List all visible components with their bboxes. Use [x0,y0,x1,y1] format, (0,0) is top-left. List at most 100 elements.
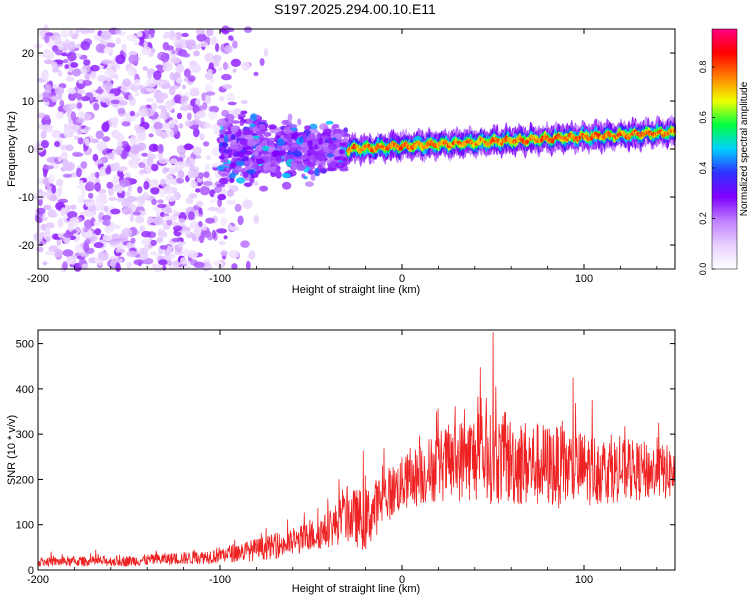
spectrogram-noise-blob [230,58,241,67]
spectrogram-noise-blob [102,81,113,90]
spectrogram-noise-blob [81,187,86,198]
spectrogram-noise-blob [124,191,132,197]
spectrogram-noise-blob [68,41,76,51]
spectrogram-noise-blob [214,186,222,193]
spectrogram-transition-blob [227,101,237,106]
spectrogram-noise-blob [122,78,131,88]
spectrogram-noise-blob [188,75,196,82]
spectrogram-transition-blob [255,144,263,152]
spectrogram-transition-blob [229,162,237,168]
spectrogram-noise-blob [195,29,205,35]
spectrogram-noise-blob [43,114,51,121]
spectrogram-noise-blob [171,85,179,90]
spectrogram-transition-blob [238,151,245,158]
spectrogram-noise-blob [109,238,120,245]
spectrogram-transition-blob [303,176,308,180]
spectrogram-transition-blob [275,155,282,163]
spectrogram-noise-blob [171,237,180,243]
spectrogram-transition-blob [298,136,304,144]
spectrogram-transition-blob [234,164,243,173]
spectrogram-noise-blob [220,250,228,256]
spectrogram-transition-blob [219,136,226,143]
spectrogram-noise-blob [127,184,133,192]
colorbar-tick-label: 0.8 [698,61,708,74]
spectrogram-noise-blob [80,41,86,50]
spectrogram-transition-blob [229,178,235,183]
spectrogram-noise-blob [143,40,148,49]
spectrogram-noise-blob [114,73,119,80]
spectrogram-noise-blob [126,34,138,42]
spectrogram-noise-blob [150,239,157,246]
spectrogram-transition-blob [220,159,229,163]
spectrogram-noise-blob [150,178,160,188]
spectrogram-noise-blob [253,214,260,224]
spectrogram-noise-blob [178,123,184,129]
spectrogram-signal-cell [386,147,390,151]
spectrogram-transition-blob [230,125,239,133]
spectrogram-noise-blob [138,247,149,255]
spectrogram-noise-blob [240,240,250,248]
spectrogram-noise-blob [170,130,175,138]
spectrogram-noise-blob [137,186,143,194]
spectrogram-noise-blob [196,33,207,42]
spectrogram-noise-blob [67,221,75,232]
spectrogram-noise-blob [218,240,226,246]
spectrogram-noise-blob [77,195,85,204]
spectrogram-noise-blob [56,110,64,120]
spectrogram-transition-blob [243,160,251,165]
spectrogram-noise-blob [157,199,164,204]
spectrogram-noise-blob [97,86,103,95]
spectrogram-noise-blob [162,216,173,221]
spectrogram-noise-blob [125,63,134,73]
spectrogram-noise-blob [185,39,197,47]
spectrogram-noise-blob [101,59,113,65]
spectrogram-noise-blob [116,186,124,194]
spectrogram-transition-blob [223,134,229,143]
spectrogram-noise-blob [102,136,111,142]
spectrogram-noise-blob [73,135,80,140]
spectrogram-noise-blob [143,181,150,190]
spectrogram-noise-blob [252,181,259,186]
spectrogram-noise-blob [57,155,63,162]
spectrogram-noise-blob [199,133,205,141]
spectrogram-noise-blob [216,207,226,214]
spectrogram-noise-blob [154,264,162,273]
spectrogram-transition-blob [281,172,291,179]
spectrogram-transition-blob [304,181,314,187]
spectrogram-transition-blob [225,113,235,122]
spectrogram-noise-blob [68,92,77,101]
spectrogram-transition-blob [243,150,253,155]
spectrogram-noise-blob [68,29,74,37]
spectrogram-transition-blob [255,155,262,159]
spectrogram-transition-blob [338,149,344,155]
spectrogram-transition-blob [262,145,270,152]
x-tick-label: 0 [399,273,405,285]
spectrogram-noise-blob [183,143,194,150]
spectrogram-noise-blob [96,141,107,151]
spectrogram-noise-blob [54,86,65,95]
spectrogram-transition-blob [235,177,246,184]
spectrogram-transition-blob [317,155,327,161]
spectrogram-noise-blob [97,75,108,83]
spectrogram-noise-blob [57,217,64,228]
spectrogram-noise-blob [63,127,68,138]
spectrogram-noise-blob [71,124,81,131]
spectrogram-noise-blob [191,119,202,125]
spectrogram-noise-blob [101,97,108,103]
spectrogram-noise-blob [220,217,227,226]
spectrogram-noise-blob [158,259,168,266]
spectrogram-noise-blob [47,208,57,218]
spectrogram-noise-blob [103,47,112,54]
spectrogram-transition-blob [256,131,265,135]
spectrogram-noise-blob [232,68,237,73]
spectrogram-noise-blob [52,66,60,73]
spectrogram-noise-blob [218,67,223,72]
spectrogram-noise-blob [51,184,57,194]
spectrogram-noise-blob [76,118,85,124]
x-tick-label: -200 [27,574,49,586]
spectrogram-noise-blob [193,50,200,57]
spectrogram-transition-blob [309,123,318,131]
spectrogram-noise-blob [129,212,134,223]
spectrogram-noise-blob [150,48,156,54]
spectrogram-noise-blob [117,108,126,115]
